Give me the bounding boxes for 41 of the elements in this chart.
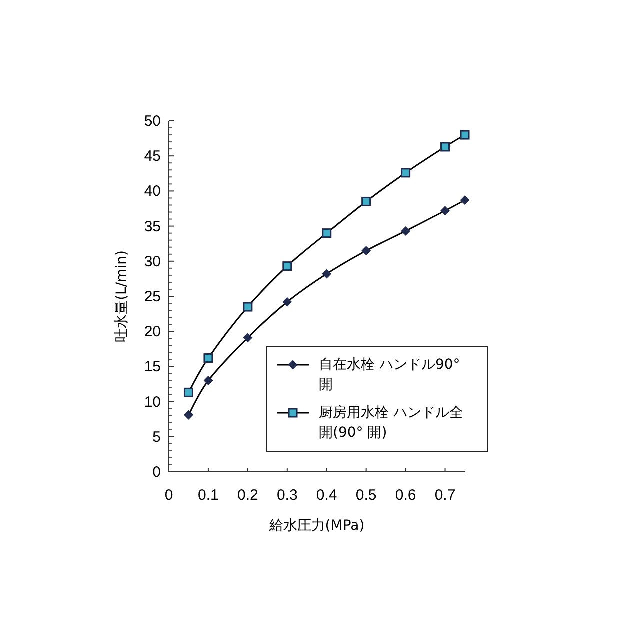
x-tick-label: 0.4 (316, 487, 338, 504)
point (440, 206, 450, 216)
y-tick-label: 30 (144, 253, 161, 270)
legend-label: 自在水栓 ハンドル90° 開 (319, 356, 462, 395)
y-tick-label: 15 (144, 358, 161, 376)
point (282, 262, 292, 272)
y-tick-label: 25 (144, 288, 161, 306)
x-tick-label: 0.3 (276, 487, 298, 504)
point (440, 142, 450, 152)
point (282, 298, 292, 307)
y-tick-label: 0 (152, 464, 161, 481)
point (401, 226, 410, 236)
point (204, 376, 213, 386)
y-tick-label: 20 (144, 324, 161, 341)
y-tick-label: 40 (144, 183, 161, 200)
x-tick-label: 0.2 (238, 487, 258, 504)
x-tick-label: 0.6 (395, 487, 416, 504)
point (362, 196, 372, 206)
y-tick-label: 50 (144, 113, 161, 130)
x-tick-label: 0 (164, 487, 174, 504)
y-tick-label: 45 (144, 148, 161, 166)
y-tick-label: 5 (152, 428, 161, 446)
point (322, 228, 332, 238)
point (243, 333, 252, 342)
x-tick-label: 0.7 (434, 487, 456, 504)
point (184, 410, 194, 420)
point (204, 354, 214, 364)
x-tick-label: 0.1 (198, 487, 219, 504)
point (401, 168, 411, 178)
y-tick-label: 35 (144, 218, 161, 236)
point (460, 130, 470, 140)
x-axis-title: 給水圧力(MPa) (268, 518, 365, 534)
point (184, 388, 194, 398)
legend-label: 厨房用水栓 ハンドル全開(90° 開) (319, 404, 464, 443)
point (322, 270, 332, 279)
x-tick-label: 0.5 (356, 487, 377, 504)
point (243, 302, 253, 312)
y-axis-title: 吐水量(L/min) (114, 250, 130, 342)
y-tick-label: 10 (144, 394, 161, 411)
point (460, 196, 470, 205)
point (362, 246, 371, 256)
